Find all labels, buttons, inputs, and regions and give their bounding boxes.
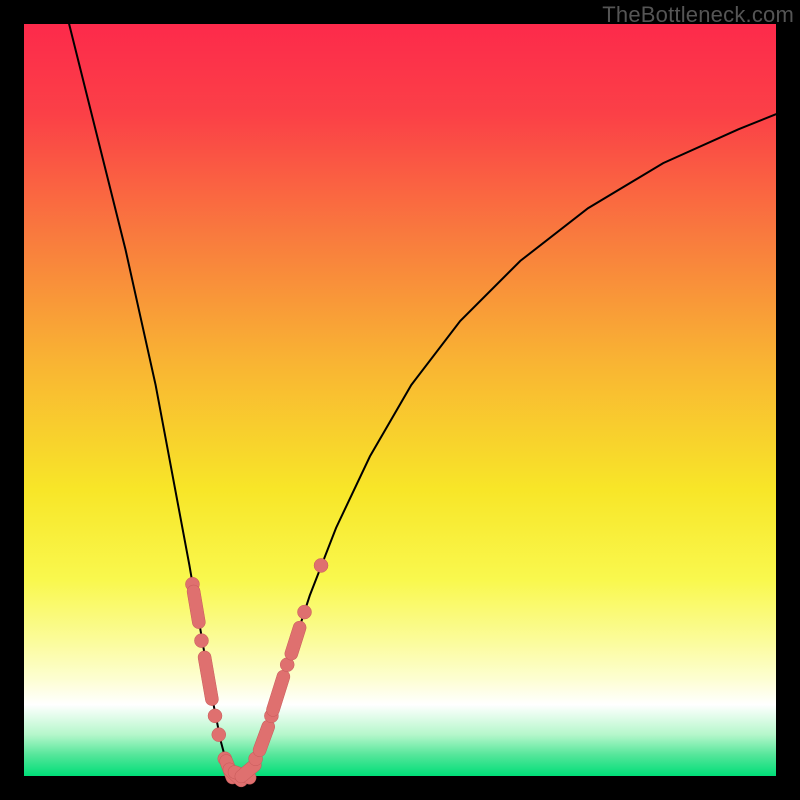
marker-dot (297, 605, 311, 619)
gradient-background (24, 24, 776, 776)
marker-dot (314, 558, 328, 572)
marker-dot (194, 634, 208, 648)
marker-dot (212, 728, 226, 742)
bottleneck-chart (0, 0, 800, 800)
watermark-text: TheBottleneck.com (602, 2, 794, 28)
marker-dot (208, 709, 222, 723)
chart-stage: TheBottleneck.com (0, 0, 800, 800)
